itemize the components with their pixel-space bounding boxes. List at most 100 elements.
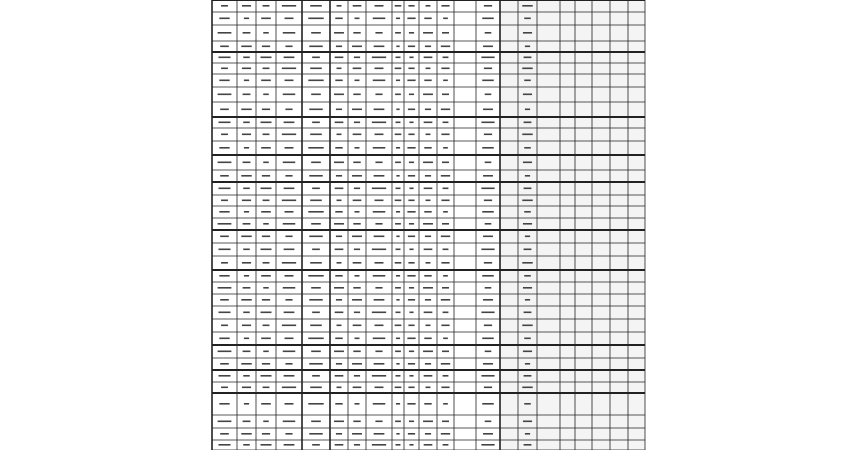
text-dash (484, 287, 492, 289)
cell (560, 12, 575, 25)
text-dash (218, 56, 231, 59)
text-dash (354, 79, 360, 82)
cell (610, 218, 628, 230)
text-dash (522, 5, 533, 7)
text-dash (441, 350, 450, 353)
text-dash (308, 79, 324, 82)
text-dash (524, 17, 531, 20)
cell (560, 63, 575, 74)
cell (560, 382, 575, 393)
cell (592, 182, 610, 195)
text-dash (394, 386, 402, 389)
text-dash (423, 375, 433, 377)
text-dash (334, 350, 344, 353)
text-dash (482, 337, 494, 340)
cell (575, 319, 592, 332)
text-dash (241, 363, 252, 365)
cell (537, 102, 560, 117)
cell (537, 428, 560, 440)
text-dash (409, 248, 414, 251)
text-dash (221, 199, 228, 202)
cell (592, 415, 610, 428)
text-dash (243, 211, 250, 213)
cell (628, 382, 645, 393)
text-dash (396, 235, 400, 238)
text-dash (425, 199, 431, 202)
cell (537, 256, 560, 270)
cell (610, 12, 628, 25)
text-dash (522, 67, 533, 70)
text-dash (484, 420, 492, 423)
text-dash (312, 311, 320, 314)
text-dash (408, 350, 415, 353)
text-dash (352, 324, 362, 327)
text-dash (334, 121, 344, 124)
text-dash (524, 235, 531, 238)
text-dash (335, 79, 343, 82)
cell (628, 440, 645, 450)
cell (628, 117, 645, 128)
text-dash (522, 287, 533, 289)
cell (500, 428, 518, 440)
cell (560, 206, 575, 218)
text-dash (375, 223, 383, 225)
text-dash (261, 45, 271, 48)
cell (575, 25, 592, 41)
text-dash (243, 248, 250, 251)
text-dash (221, 324, 228, 327)
text-dash (283, 187, 295, 190)
text-dash (261, 211, 271, 213)
cell (628, 428, 645, 440)
cell (575, 270, 592, 282)
text-dash (407, 403, 416, 405)
text-dash (218, 311, 231, 314)
text-dash (424, 147, 432, 149)
text-dash (394, 262, 402, 264)
text-dash (335, 275, 343, 277)
cell (560, 74, 575, 87)
text-dash (483, 108, 493, 111)
text-dash (371, 311, 387, 314)
text-dash (395, 403, 401, 405)
cell (560, 170, 575, 182)
text-dash (407, 79, 416, 82)
cell (610, 306, 628, 319)
cell (537, 440, 560, 450)
text-dash (262, 199, 270, 202)
cell (500, 25, 518, 41)
text-dash (263, 420, 269, 423)
cell (560, 393, 575, 415)
text-dash (523, 311, 532, 314)
text-dash (282, 350, 296, 353)
text-dash (219, 403, 230, 405)
cell (537, 63, 560, 74)
cell (628, 206, 645, 218)
text-dash (263, 161, 269, 164)
text-dash (282, 420, 296, 423)
text-dash (372, 403, 386, 405)
text-dash (243, 17, 250, 20)
text-dash (394, 67, 402, 70)
cell (575, 294, 592, 306)
text-dash (241, 262, 252, 264)
text-dash (263, 32, 269, 34)
text-dash (282, 287, 296, 289)
cell (500, 41, 518, 52)
text-dash (442, 248, 449, 251)
cell (628, 0, 645, 12)
text-dash (425, 133, 431, 136)
cell (592, 74, 610, 87)
text-dash (263, 223, 269, 225)
text-dash (373, 175, 385, 177)
text-dash (241, 299, 252, 301)
cell (537, 345, 560, 358)
text-dash (524, 299, 531, 301)
text-dash (482, 211, 494, 213)
text-dash (441, 287, 450, 289)
text-dash (311, 420, 321, 423)
text-dash (440, 433, 451, 435)
text-dash (311, 223, 321, 225)
text-dash (424, 108, 432, 111)
text-dash (243, 337, 250, 340)
text-dash (217, 161, 232, 164)
